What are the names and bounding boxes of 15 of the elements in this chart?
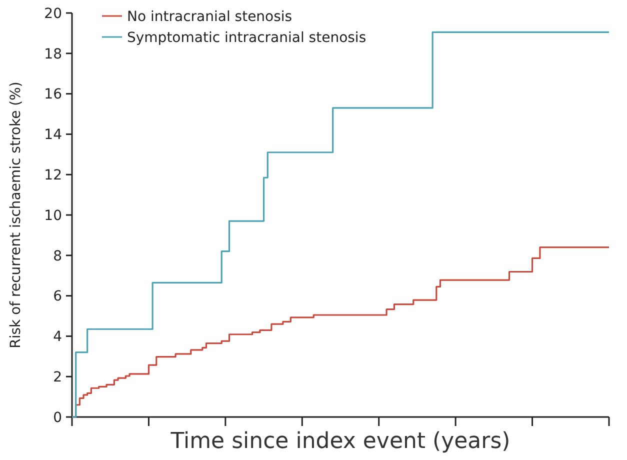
y-tick-label: 10 bbox=[44, 208, 62, 224]
y-tick-label: 18 bbox=[44, 46, 62, 62]
x-axis-title: Time since index event (years) bbox=[170, 429, 510, 454]
y-tick-label: 4 bbox=[53, 329, 62, 346]
y-tick-label: 14 bbox=[44, 127, 62, 144]
y-axis-title: Risk of recurrent ischaemic stroke (%) bbox=[8, 82, 24, 348]
y-tick-label: 20 bbox=[44, 6, 62, 22]
legend-label: Symptomatic intracranial stenosis bbox=[127, 30, 366, 46]
y-tick-label: 16 bbox=[44, 86, 62, 103]
y-tick-label: 2 bbox=[53, 370, 62, 386]
y-tick-label: 0 bbox=[53, 410, 62, 426]
y-tick-label: 6 bbox=[53, 288, 62, 305]
legend-label: No intracranial stenosis bbox=[127, 8, 292, 25]
y-tick-label: 12 bbox=[44, 168, 62, 184]
y-tick-label: 8 bbox=[53, 248, 62, 264]
